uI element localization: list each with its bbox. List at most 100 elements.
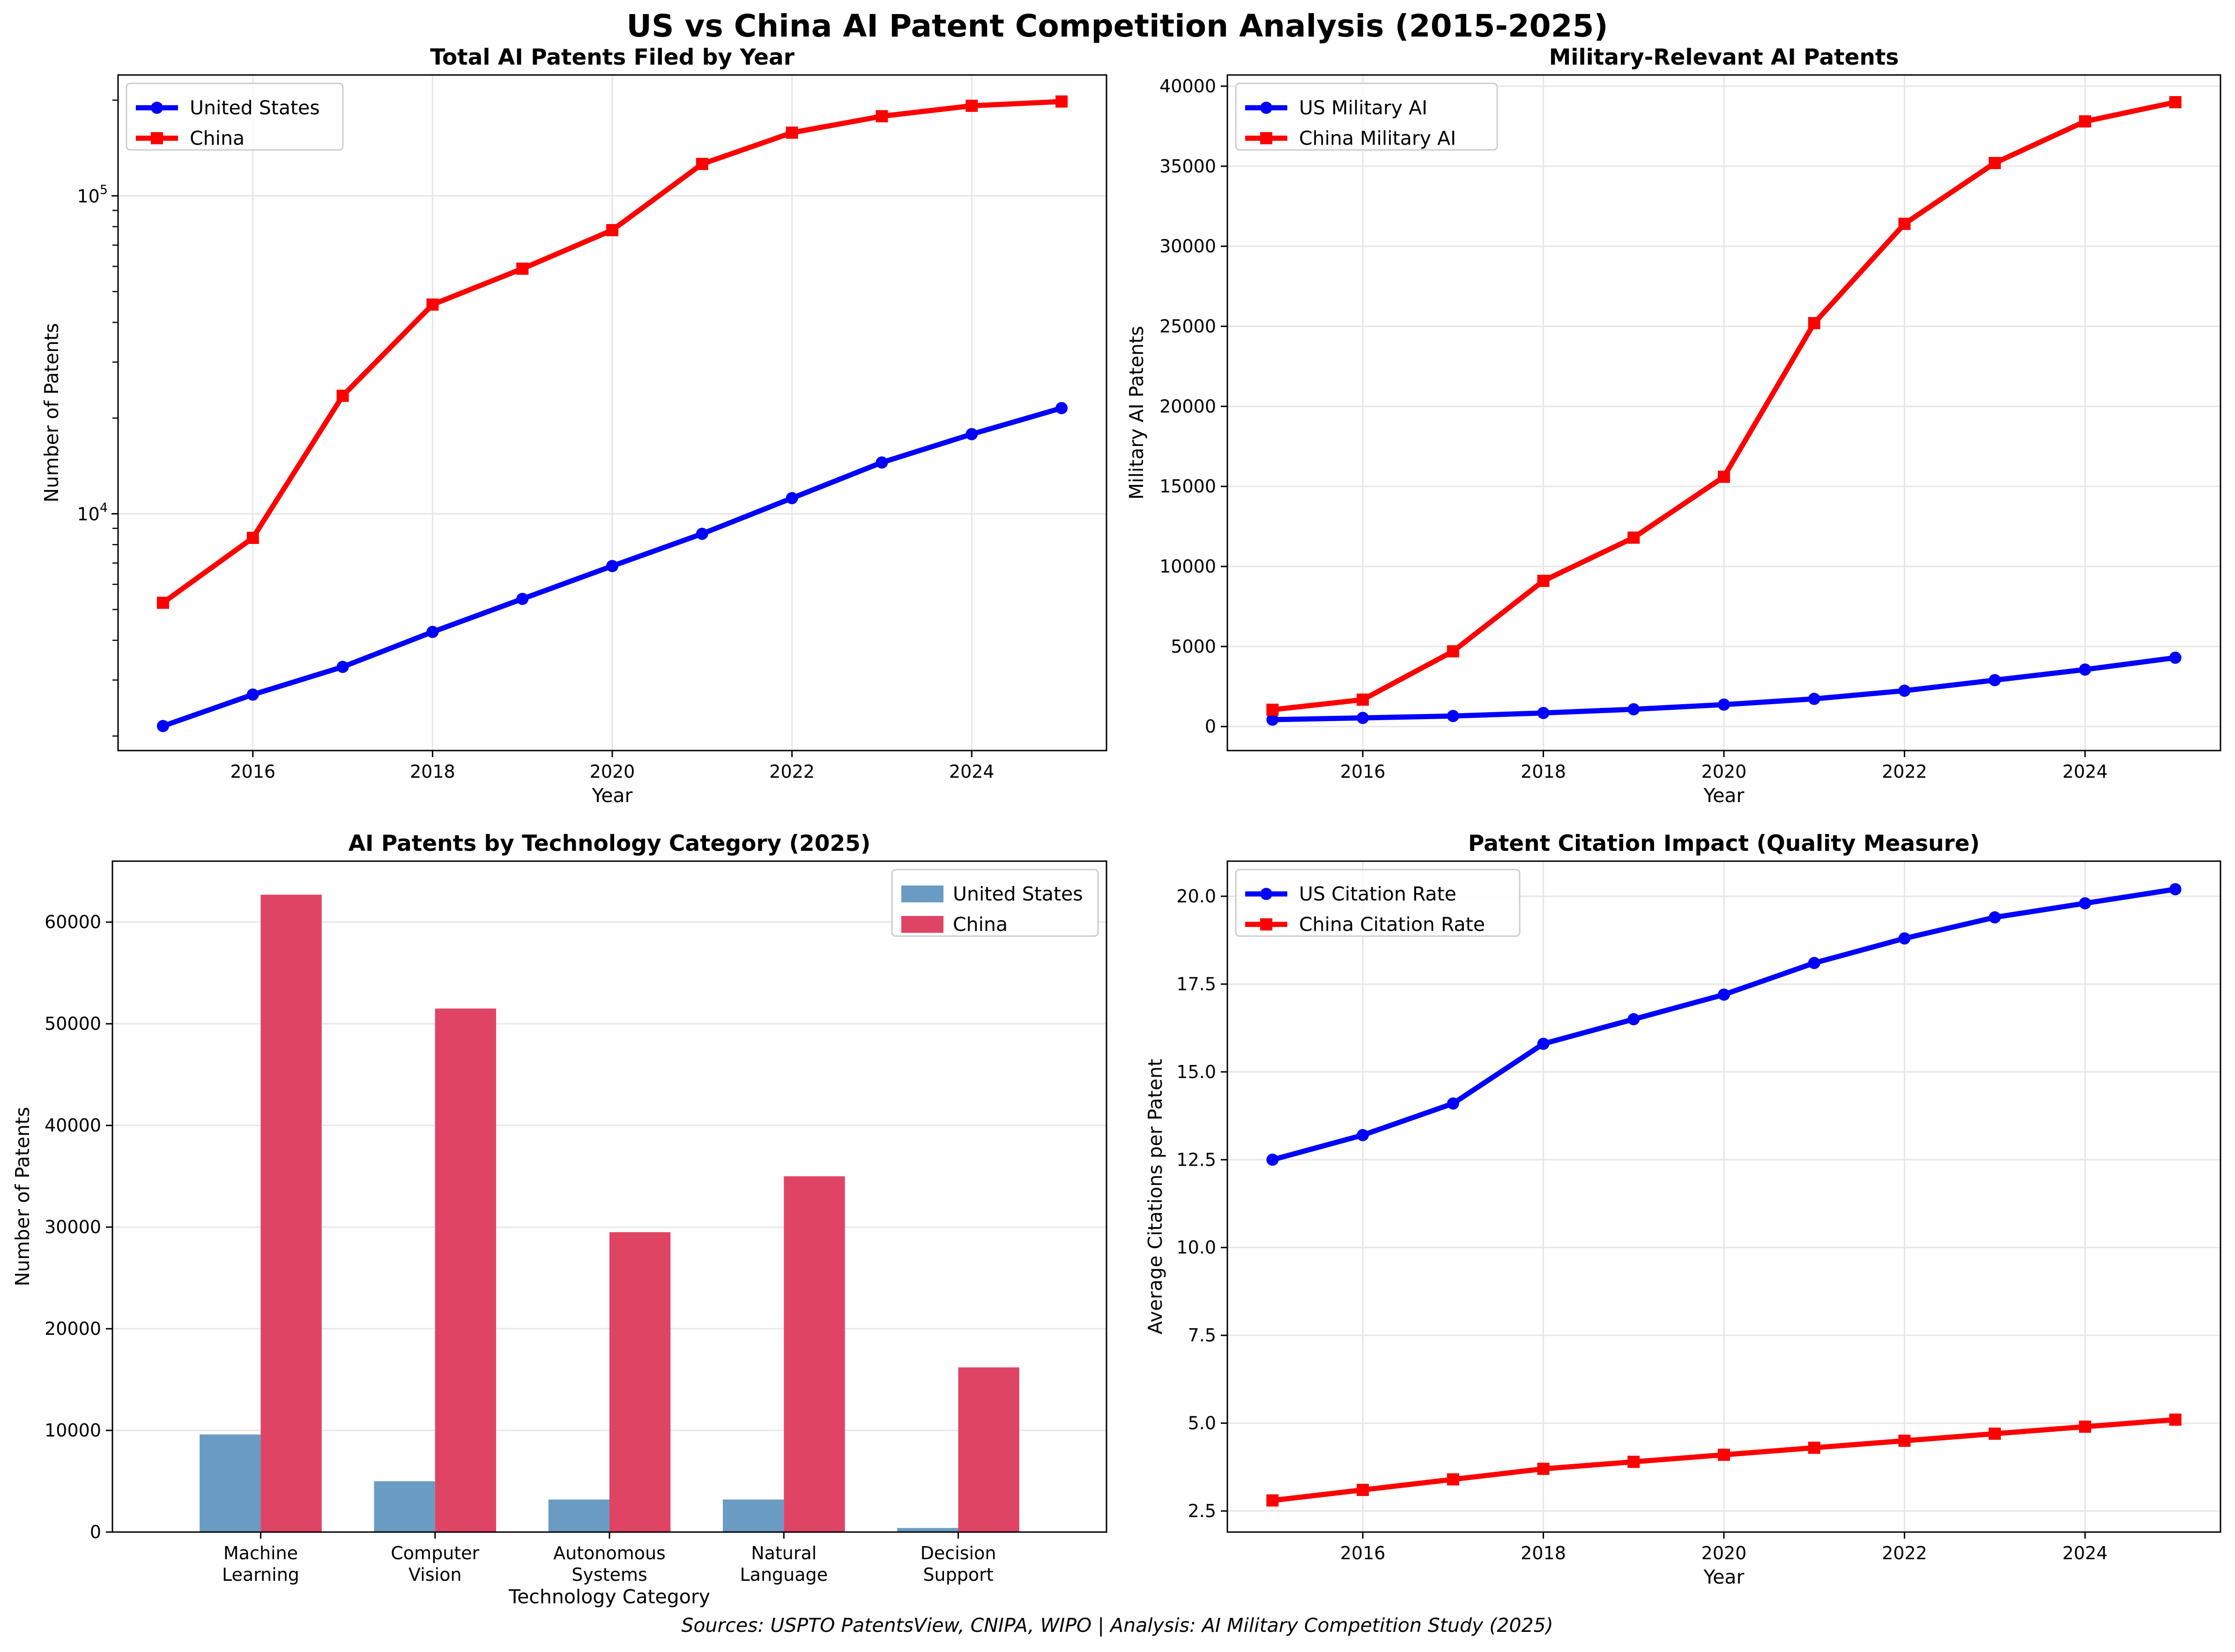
total-patents-title: Total AI Patents Filed by Year <box>430 45 795 70</box>
military-patents-point <box>1627 532 1640 544</box>
total-patents-legend: United StatesChina <box>126 83 343 150</box>
total-patents-point <box>606 224 618 236</box>
category-patents-ytick-label: 0 <box>90 1522 101 1542</box>
citation-impact-ytick-label: 12.5 <box>1176 1149 1216 1170</box>
category-patents-legend-swatch <box>901 886 943 902</box>
category-patents-xtick-label: Decision <box>921 1543 996 1563</box>
citation-impact-xtick-label: 2016 <box>1340 1543 1386 1563</box>
citation-impact-point <box>1537 1038 1550 1050</box>
total-patents-point <box>516 263 528 275</box>
citation-impact-point <box>1989 911 2001 923</box>
military-patents-ytick-label: 10000 <box>1159 556 1216 577</box>
military-patents-point <box>1808 317 1820 329</box>
category-patents-xtick-label: Computer <box>391 1543 479 1563</box>
total-patents-point <box>426 626 438 638</box>
military-patents-point <box>1447 710 1459 722</box>
total-patents-point <box>157 597 169 609</box>
category-patents-ytick-label: 50000 <box>45 1013 101 1034</box>
category-patents-title: AI Patents by Technology Category (2025) <box>349 831 871 856</box>
category-patents-bar <box>260 895 321 1532</box>
citation-impact-ytick-label: 2.5 <box>1188 1501 1216 1521</box>
citation-impact-ylabel: Average Citations per Patent <box>1144 1059 1166 1334</box>
citation-impact-point <box>1357 1129 1369 1141</box>
category-patents-xlabel: Technology Category <box>508 1585 710 1608</box>
category-patents-bar <box>435 1009 496 1532</box>
military-patents-point <box>1808 693 1820 705</box>
total-patents-point <box>1055 96 1068 108</box>
category-patents-bar <box>958 1368 1019 1532</box>
category-patents-xtick-label: Autonomous <box>553 1543 666 1563</box>
citation-impact-point <box>1898 932 1910 945</box>
category-patents-bar <box>723 1500 784 1532</box>
total-patents-point <box>1055 402 1068 414</box>
category-patents-legend-swatch <box>901 916 943 933</box>
citation-impact-point <box>2169 883 2182 895</box>
military-patents-point <box>1537 707 1550 719</box>
military-patents-xtick-label: 2022 <box>1882 761 1927 782</box>
category-patents-ytick-label: 10000 <box>45 1420 101 1441</box>
total-patents-point <box>426 298 438 311</box>
category-patents-ytick-label: 20000 <box>45 1318 101 1339</box>
category-patents-legend: United StatesChina <box>892 870 1098 936</box>
citation-impact-legend-marker <box>1260 888 1272 900</box>
military-patents-ytick-label: 40000 <box>1159 76 1216 97</box>
military-patents-ytick-label: 20000 <box>1159 396 1216 417</box>
citation-impact-point <box>1627 1013 1640 1025</box>
citation-impact-ytick-label: 7.5 <box>1188 1325 1216 1346</box>
category-patents-legend-label: China <box>953 913 1008 936</box>
citation-impact-ytick-label: 10.0 <box>1176 1237 1216 1258</box>
category-patents-xtick-label: Support <box>923 1564 993 1585</box>
military-patents-ytick-label: 35000 <box>1159 156 1216 177</box>
total-patents-point <box>247 532 259 544</box>
total-patents-point <box>876 110 888 122</box>
citation-impact-point <box>1718 989 1730 1001</box>
category-patents-xtick-label: Learning <box>222 1564 299 1585</box>
total-patents-point <box>696 158 708 170</box>
category-patents-xtick-label: Systems <box>572 1564 647 1585</box>
citation-impact-point <box>1447 1097 1459 1109</box>
total-patents-point <box>965 428 978 440</box>
category-patents-bar <box>374 1481 435 1532</box>
category-patents-ylabel: Number of Patents <box>11 1107 34 1286</box>
total-patents-legend-marker <box>151 132 163 144</box>
category-patents-bar <box>784 1176 845 1532</box>
category-patents-bar <box>200 1435 260 1532</box>
citation-impact-ytick-label: 5.0 <box>1188 1413 1216 1434</box>
military-patents-title: Military-Relevant AI Patents <box>1549 45 1899 70</box>
citation-impact-legend-label: China Citation Rate <box>1299 913 1485 936</box>
military-patents-point <box>1718 471 1730 483</box>
military-patents-ytick-label: 25000 <box>1159 316 1216 336</box>
military-patents-xlabel: Year <box>1703 784 1745 807</box>
citation-impact-point <box>2169 1414 2182 1426</box>
total-patents-xtick-label: 2016 <box>230 761 275 782</box>
citation-impact-point <box>2079 897 2091 909</box>
citation-impact-ytick-label: 17.5 <box>1176 974 1216 994</box>
military-patents-legend: US Military AIChina Military AI <box>1236 83 1497 150</box>
military-patents-xtick-label: 2020 <box>1701 761 1747 782</box>
military-patents-xtick-label: 2016 <box>1340 761 1386 782</box>
citation-impact-point <box>1898 1435 1910 1447</box>
military-patents-xtick-label: 2024 <box>2063 761 2108 782</box>
citation-impact-point <box>1537 1463 1550 1475</box>
citation-impact-ytick-label: 15.0 <box>1176 1062 1216 1082</box>
citation-impact-point <box>2079 1421 2091 1433</box>
military-patents-point <box>1898 218 1910 230</box>
category-patents-xtick-label: Vision <box>408 1564 461 1585</box>
total-patents-xtick-label: 2020 <box>590 761 635 782</box>
total-patents-xtick-label: 2018 <box>410 761 455 782</box>
category-patents-xtick-label: Machine <box>223 1543 298 1563</box>
military-patents-point <box>2169 96 2182 108</box>
citation-impact-legend: US Citation RateChina Citation Rate <box>1236 870 1520 936</box>
citation-impact-legend-marker <box>1260 918 1272 930</box>
total-patents-legend-label: United States <box>190 97 320 119</box>
citation-impact-xtick-label: 2022 <box>1882 1543 1927 1563</box>
citation-impact-point <box>1989 1428 2001 1440</box>
total-patents-point <box>786 127 798 139</box>
citation-impact-point <box>1718 1449 1730 1461</box>
citation-impact-point <box>1447 1473 1459 1486</box>
total-patents-point <box>247 689 259 701</box>
total-patents-legend-marker <box>151 102 163 114</box>
citation-impact-xlabel: Year <box>1703 1566 1745 1588</box>
military-patents-point <box>1447 645 1459 657</box>
